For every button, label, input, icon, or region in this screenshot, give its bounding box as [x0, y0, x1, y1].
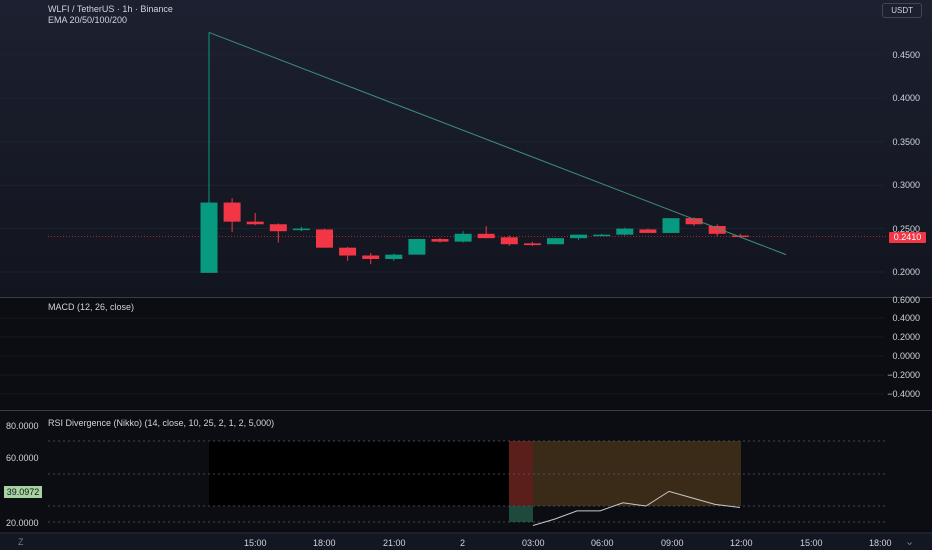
price-axis-label: 0.4000 — [892, 93, 920, 103]
time-axis-label: 12:00 — [730, 538, 753, 548]
candle-body — [385, 254, 403, 259]
macd-axis-label: −0.2000 — [887, 370, 920, 380]
candle-body — [339, 247, 357, 256]
macd-axis-label: 0.2000 — [892, 332, 920, 342]
rsi-divergence-zone-green — [509, 506, 533, 522]
macd-axis-label: 0.0000 — [892, 351, 920, 361]
price-axis-label: 0.3500 — [892, 137, 920, 147]
time-axis-label: 21:00 — [383, 538, 406, 548]
time-axis-label: 03:00 — [522, 538, 545, 548]
candle-body — [593, 234, 611, 237]
time-axis-label: 15:00 — [244, 538, 267, 548]
time-axis-label: 15:00 — [800, 538, 823, 548]
candle-body — [708, 225, 726, 234]
rsi-divergence-zone-red — [509, 441, 533, 506]
macd-axis-label: −0.4000 — [887, 389, 920, 399]
time-axis-label: 18:00 — [313, 538, 336, 548]
candle-body — [639, 229, 657, 233]
candle-body — [523, 243, 541, 246]
rsi-divergence-zone — [533, 441, 741, 506]
candle-body — [223, 202, 241, 222]
current-price-tag: 0.2410 — [889, 232, 926, 243]
timezone-icon[interactable]: Z — [18, 537, 24, 547]
rsi-title[interactable]: RSI Divergence (Nikko) (14, close, 10, 2… — [48, 418, 275, 428]
candle-body — [269, 224, 287, 232]
time-axis-label: 09:00 — [661, 538, 684, 548]
price-axis-label: 0.2500 — [892, 224, 920, 234]
symbol-title[interactable]: WLFI / TetherUS · 1h · Binance — [48, 4, 173, 14]
candle-body — [362, 255, 380, 259]
rsi-line — [532, 490, 741, 526]
pane-separator[interactable] — [0, 297, 932, 298]
candle-body — [616, 228, 634, 235]
macd-axis-label: 0.6000 — [892, 295, 920, 305]
price-axis-label: 0.4500 — [892, 50, 920, 60]
pane-separator[interactable] — [0, 410, 932, 411]
candle-body — [316, 229, 333, 248]
rsi-axis-label: 60.0000 — [6, 453, 39, 463]
price-axis-label: 0.2000 — [892, 267, 920, 277]
candle-body — [731, 235, 749, 238]
candle-body — [246, 221, 264, 225]
rsi-axis-label: 80.0000 — [6, 421, 39, 431]
candle-body — [662, 218, 680, 233]
candle-body — [685, 218, 703, 225]
candle-body — [570, 234, 588, 239]
candle-body — [547, 238, 564, 245]
currency-button[interactable]: USDT — [882, 3, 922, 18]
rsi-value-tag: 39.0972 — [4, 486, 42, 498]
macd-title[interactable]: MACD (12, 26, close) — [48, 302, 135, 312]
candle-body — [431, 239, 449, 242]
time-axis-label: 2 — [460, 538, 466, 548]
macd-pane[interactable] — [0, 298, 932, 410]
chevron-down-icon[interactable]: ⌄ — [905, 536, 915, 548]
rsi-axis-label: 20.0000 — [6, 518, 39, 528]
main-chart-pane[interactable] — [0, 0, 932, 297]
candle-body — [200, 202, 218, 273]
candle-body — [454, 233, 472, 242]
macd-axis-label: 0.4000 — [892, 313, 920, 323]
ema-indicator-label[interactable]: EMA 20/50/100/200 — [48, 15, 128, 25]
time-axis-label: 06:00 — [591, 538, 614, 548]
rsi-black-zone — [209, 441, 509, 506]
candle-body — [292, 228, 310, 231]
candle-body — [500, 237, 518, 245]
candle-body — [408, 239, 426, 255]
candle-body — [477, 233, 495, 239]
trendline — [208, 31, 787, 256]
price-axis-label: 0.3000 — [892, 180, 920, 190]
time-axis-label: 18:00 — [869, 538, 892, 548]
